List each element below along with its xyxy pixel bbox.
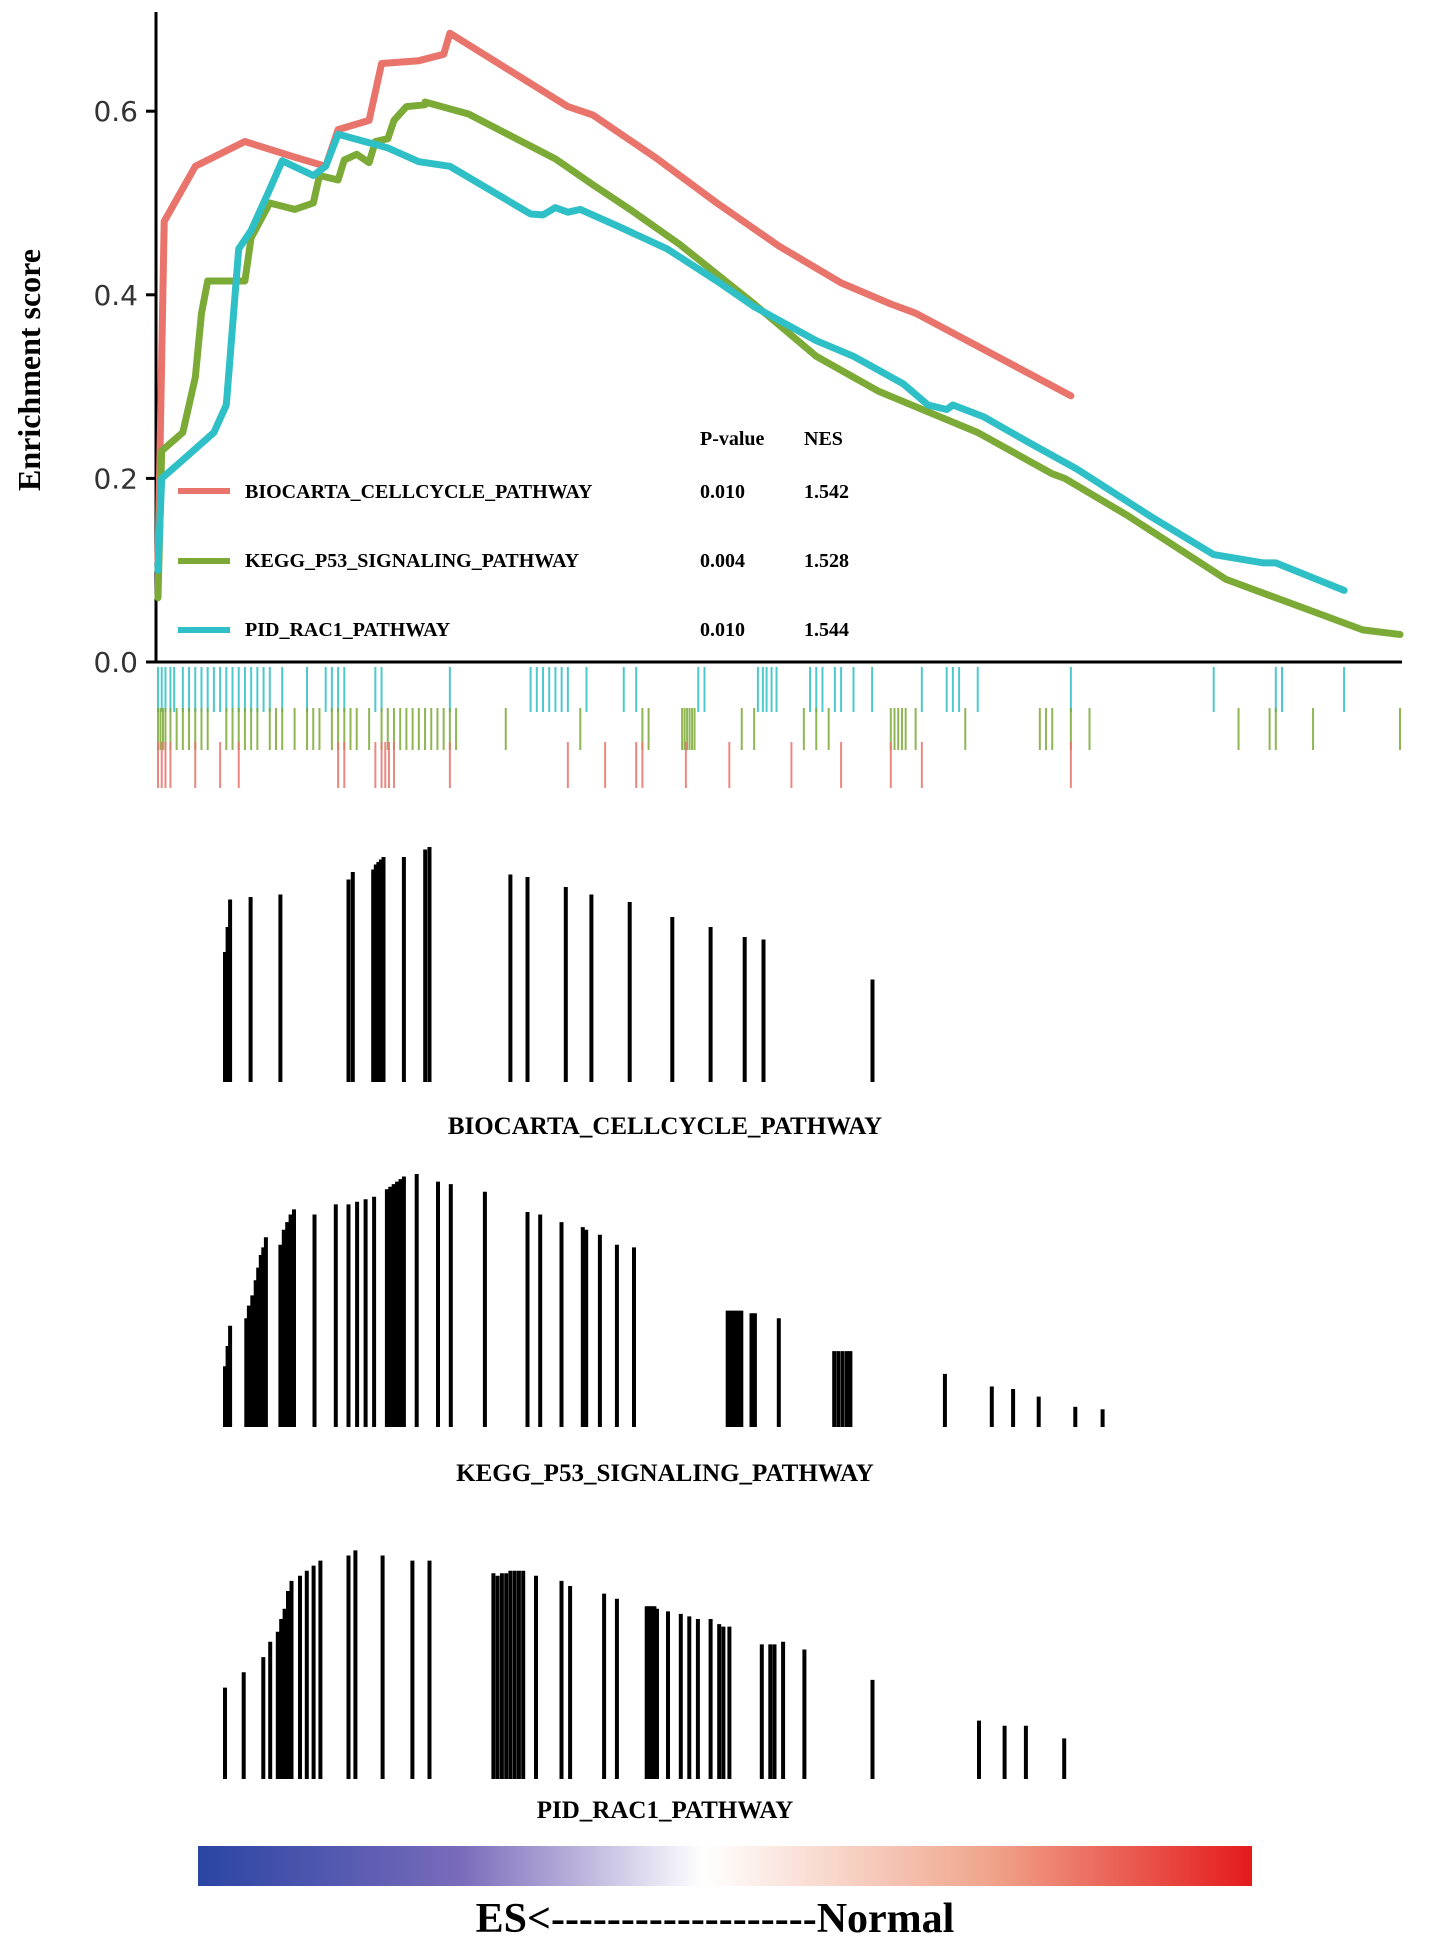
legend-header-pvalue: P-value xyxy=(700,428,765,450)
gradient-label-left: ES< xyxy=(476,1896,551,1941)
panel-title-biocarta: BIOCARTA_CELLCYCLE_PATHWAY xyxy=(448,1113,882,1140)
legend-nes-kegg: 1.528 xyxy=(804,550,849,572)
y-tick-label-1: 0.2 xyxy=(93,462,138,495)
y-axis-ticks: 0.0 0.2 0.4 0.6 xyxy=(93,95,156,679)
gradient-label: ES<-------------------Normal xyxy=(476,1896,955,1941)
legend-pvalue-pid: 0.010 xyxy=(700,619,745,641)
y-axis-label: Enrichment score xyxy=(11,249,47,491)
y-tick-label-3: 0.6 xyxy=(93,95,138,128)
legend-nes-biocarta: 1.542 xyxy=(804,481,849,503)
gradient-label-right: Normal xyxy=(817,1896,955,1941)
legend: P-value NES BIOCARTA_CELLCYCLE_PATHWAY 0… xyxy=(178,428,849,641)
y-tick-label-2: 0.4 xyxy=(93,279,138,312)
es-curves xyxy=(154,29,1404,638)
hit-tick-rows xyxy=(157,667,1401,788)
legend-label-kegg: KEGG_P53_SIGNALING_PATHWAY xyxy=(245,550,580,572)
legend-label-pid: PID_RAC1_PATHWAY xyxy=(245,619,451,641)
panel-title-kegg: KEGG_P53_SIGNALING_PATHWAY xyxy=(456,1460,874,1487)
legend-pvalue-biocarta: 0.010 xyxy=(700,481,745,503)
legend-nes-pid: 1.544 xyxy=(804,619,849,641)
es-curve-pid xyxy=(154,130,1348,594)
legend-label-biocarta: BIOCARTA_CELLCYCLE_PATHWAY xyxy=(245,481,593,503)
es-curve-kegg xyxy=(154,98,1404,638)
y-tick-label-0: 0.0 xyxy=(93,646,138,679)
legend-pvalue-kegg: 0.004 xyxy=(700,550,745,572)
gradient-label-mid: ------------------- xyxy=(551,1896,817,1941)
panel-title-pid: PID_RAC1_PATHWAY xyxy=(537,1797,794,1824)
enrichment-plot: Enrichment score 0.0 0.2 0.4 0.6 P-value NE… xyxy=(11,12,1404,679)
legend-header-nes: NES xyxy=(804,428,843,450)
rank-gradient-bar xyxy=(198,1846,1252,1886)
gene-hit-panels xyxy=(223,847,1105,1779)
es-curve-biocarta xyxy=(154,29,1075,565)
